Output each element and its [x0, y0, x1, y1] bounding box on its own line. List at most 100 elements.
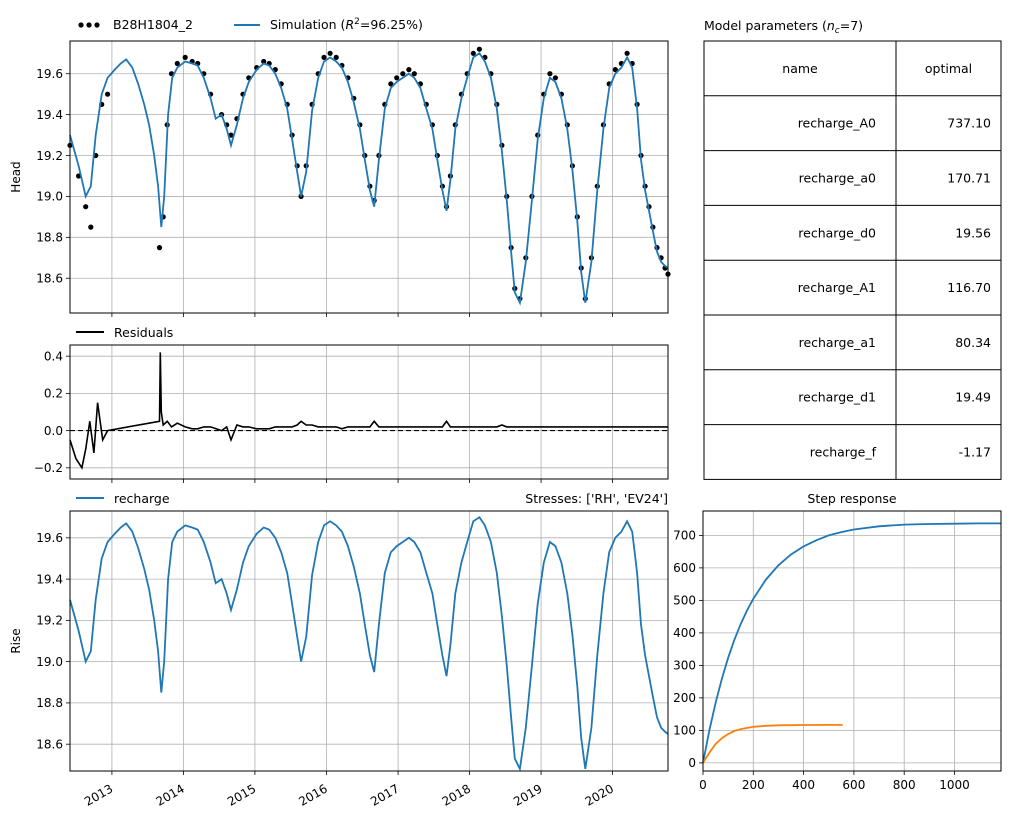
legend-simulation-prefix: Simulation (	[270, 17, 345, 32]
table-header-optimal: optimal	[925, 61, 972, 76]
y-tick-label: 300	[673, 659, 696, 673]
y-tick-label: 18.6	[36, 737, 63, 751]
x-tick-label: 2018	[440, 781, 473, 808]
x-tick-label: 2017	[368, 781, 401, 808]
observed-point	[612, 67, 618, 73]
observed-point	[547, 71, 553, 77]
y-tick-label: 19.2	[36, 149, 63, 163]
residuals-axes-frame	[69, 344, 669, 480]
y-tick-label: 18.8	[36, 231, 63, 245]
x-tick-label: 0	[699, 778, 707, 792]
x-tick-label: 2016	[296, 781, 329, 808]
y-tick-label: 200	[673, 691, 696, 705]
legend-simulation-suffix: =96.25%)	[360, 17, 423, 32]
recharge-ylabel: Rise	[9, 628, 23, 653]
y-tick-label: 0	[688, 756, 696, 770]
legend-simulation-sup: 2	[354, 17, 360, 27]
y-tick-label: 19.0	[36, 190, 63, 204]
table-cell-name: recharge_A1	[798, 280, 876, 295]
observed-point	[327, 50, 333, 56]
step-axes-frame	[702, 510, 1002, 772]
table-cell-optimal: -1.17	[959, 445, 991, 460]
y-tick-label: 0.2	[44, 387, 63, 401]
step-xticks: 0 200 400 600 800 1000	[699, 771, 970, 792]
observed-point	[105, 91, 111, 97]
y-tick-label: 19.0	[36, 655, 63, 669]
param-title-n: n	[827, 18, 835, 33]
head-legend: B28H1804_2 Simulation (R2=96.25%)	[78, 17, 423, 32]
y-tick-label: 19.6	[36, 531, 63, 545]
param-table: name optimal recharge_A0 737.10 recharge_a0 1…	[703, 40, 1002, 480]
residuals-xticks	[111, 479, 613, 483]
table-cell-optimal: 116.70	[947, 280, 991, 295]
head-simulation-line	[69, 52, 669, 306]
observed-point	[228, 132, 234, 138]
x-tick-label: 2014	[153, 781, 186, 808]
observed-point	[394, 75, 400, 81]
y-tick-label: 600	[673, 561, 696, 575]
residuals-yticks: −0.2 0.0 0.2 0.4	[34, 349, 70, 475]
observed-point	[476, 46, 482, 52]
x-tick-label: 600	[842, 778, 865, 792]
table-cell-name: recharge_a1	[799, 335, 876, 350]
observed-point	[388, 81, 394, 87]
param-table-title: Model parameters (nc=7)	[704, 18, 863, 36]
param-title-suffix: =7)	[840, 18, 863, 33]
step-title: Step response	[807, 491, 897, 506]
observed-point	[333, 54, 339, 61]
y-tick-label: 400	[673, 626, 696, 640]
step-response-line-A	[702, 522, 1001, 764]
observed-point	[182, 54, 188, 61]
legend-simulation-label: Simulation (R2=96.25%)	[270, 17, 423, 32]
recharge-grid	[70, 511, 668, 771]
table-cell-name: recharge_A0	[798, 116, 876, 131]
table-cell-name: recharge_a0	[799, 171, 876, 186]
head-ylabel: Head	[9, 161, 23, 192]
observed-point	[88, 224, 94, 230]
observed-point	[400, 71, 406, 77]
table-header-name: name	[782, 61, 818, 76]
table-cell-name: recharge_d1	[798, 390, 876, 405]
x-tick-label: 200	[742, 778, 765, 792]
legend-observed-label: B28H1804_2	[113, 17, 193, 32]
residuals-line	[69, 352, 668, 470]
observed-point	[470, 50, 476, 56]
recharge-line	[69, 515, 669, 772]
table-cell-name: recharge_f	[810, 445, 877, 460]
param-title-sub: c	[835, 26, 840, 36]
legend-recharge-label: recharge	[114, 491, 170, 506]
y-tick-label: 100	[673, 724, 696, 738]
y-tick-label: 19.4	[36, 572, 63, 586]
recharge-stresses-annotation: Stresses: ['RH', 'EV24']	[525, 491, 668, 506]
residuals-legend: Residuals	[76, 325, 173, 340]
x-tick-label: 800	[893, 778, 916, 792]
head-xticks	[111, 313, 613, 317]
observed-point	[156, 245, 163, 251]
legend-observed-marker	[78, 22, 84, 28]
y-tick-label: 18.8	[36, 696, 63, 710]
observed-point	[552, 75, 559, 81]
x-tick-label: 400	[792, 778, 815, 792]
observed-point	[411, 71, 417, 77]
observed-point	[261, 58, 267, 65]
y-tick-label: 19.2	[36, 614, 63, 628]
observed-point	[83, 204, 89, 210]
table-cell-optimal: 19.49	[955, 390, 991, 405]
param-title-prefix: Model parameters (	[704, 18, 827, 33]
observed-point	[321, 54, 327, 61]
y-tick-label: 700	[673, 529, 696, 543]
y-tick-label: 18.6	[36, 272, 63, 286]
y-tick-label: 0.4	[44, 349, 63, 363]
legend-observed-marker	[94, 22, 100, 28]
head-axes-frame	[69, 40, 669, 314]
recharge-legend: recharge	[76, 491, 170, 506]
observed-point	[406, 67, 412, 73]
recharge-yticks: 18.6 18.8 19.0 19.2 19.4 19.6	[36, 531, 70, 751]
step-yticks: 0 100 200 300 400 500 600 700	[673, 529, 703, 770]
recharge-axes-frame	[69, 510, 669, 772]
y-tick-label: 500	[673, 594, 696, 608]
x-tick-label: 2013	[82, 781, 115, 808]
table-cell-optimal: 19.56	[955, 225, 991, 240]
observed-point	[624, 50, 630, 56]
